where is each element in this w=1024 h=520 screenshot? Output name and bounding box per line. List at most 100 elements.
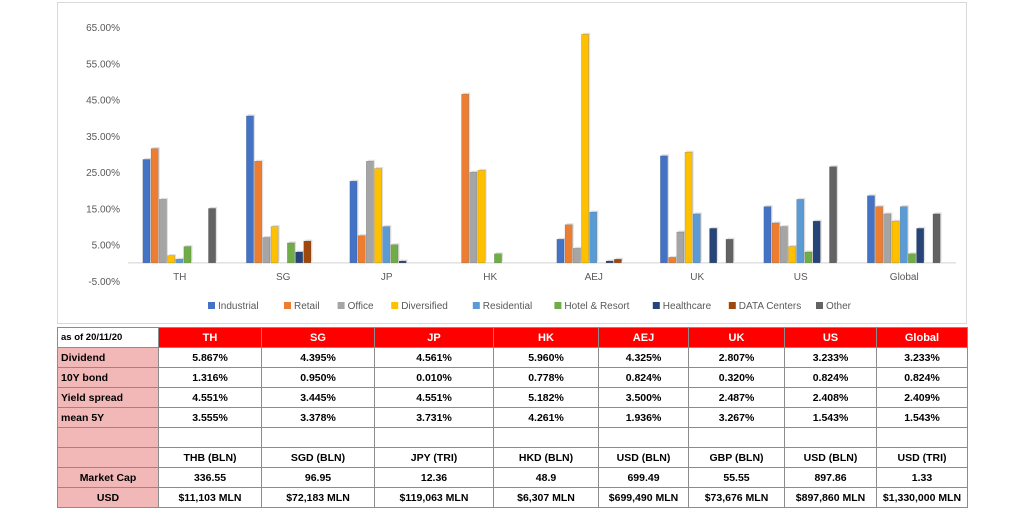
- bar-industrial-th: [142, 159, 151, 264]
- column-header: TH: [158, 327, 262, 348]
- bar-data-centers-aej: [614, 258, 622, 264]
- x-tick-label: SG: [276, 272, 291, 283]
- bar-diversified-us: [788, 246, 796, 264]
- x-tick-label: TH: [173, 272, 186, 283]
- table-cell: USD (TRI): [876, 447, 968, 468]
- table-cell: 1.543%: [876, 407, 968, 428]
- table-cell: 0.950%: [261, 367, 375, 388]
- table-cell: $897,860 MLN: [784, 487, 877, 508]
- bar-retail-global: [875, 206, 883, 264]
- bar-retail-us: [771, 222, 780, 264]
- bar-office-th: [159, 199, 167, 264]
- legend-swatch: [208, 302, 215, 309]
- table-row: THB (BLN) SGD (BLN) JPY (TRI) HKD (BLN) USD …: [57, 447, 968, 468]
- table-cell: 3.233%: [784, 347, 877, 368]
- table-cell: [784, 427, 877, 448]
- table-row: Yield spread 4.551% 3.445% 4.551% 5.182% 3.50…: [57, 387, 968, 408]
- table-cell: [493, 427, 599, 448]
- bar-healthcare-aej: [605, 260, 614, 264]
- table-cell: 4.551%: [158, 387, 262, 408]
- table-cell: $11,103 MLN: [158, 487, 262, 508]
- table-cell: 2.408%: [784, 387, 877, 408]
- bar-retail-jp: [357, 235, 366, 264]
- table-row: Dividend 5.867% 4.395% 4.561% 5.960% 4.325% 2.…: [57, 347, 968, 368]
- table-corner-label: as of 20/11/20: [57, 327, 159, 348]
- bar-data-centers-sg: [303, 240, 312, 264]
- bar-industrial-uk: [660, 155, 668, 264]
- table-cell: 0.010%: [374, 367, 494, 388]
- table-cell: 0.824%: [876, 367, 968, 388]
- table-cell: 1.33: [876, 467, 968, 488]
- table-cell: USD (BLN): [598, 447, 689, 468]
- bar-shadow: [400, 259, 408, 262]
- yield-table: as of 20/11/20 TH SG JP HK AEJ UK US Global Divid…: [57, 327, 968, 508]
- table-cell: [688, 427, 785, 448]
- bar-hotel-resort-sg: [287, 242, 295, 264]
- x-tick-label: HK: [483, 272, 497, 283]
- table-cell: $6,307 MLN: [493, 487, 599, 508]
- bar-office-jp: [366, 161, 374, 264]
- bar-healthcare-global: [916, 228, 924, 264]
- table-header-row: as of 20/11/20 TH SG JP HK AEJ UK US Global: [57, 327, 968, 348]
- legend-swatch: [554, 302, 562, 309]
- table-cell: HKD (BLN): [493, 447, 599, 468]
- legend-label: DATA Centers: [739, 301, 801, 312]
- bar-retail-sg: [254, 161, 263, 264]
- y-tick-label: 55.00%: [86, 59, 120, 70]
- bar-diversified-aej: [581, 34, 589, 264]
- table-cell: 4.261%: [493, 407, 599, 428]
- table-row: [57, 427, 968, 448]
- bar-hotel-resort-jp: [390, 244, 399, 264]
- legend-swatch: [472, 302, 480, 309]
- table-cell: [374, 427, 494, 448]
- bar-retail-aej: [564, 224, 573, 264]
- table-cell: $119,063 MLN: [374, 487, 494, 508]
- bar-residential-th: [175, 258, 184, 264]
- row-label: Market Cap: [57, 467, 159, 488]
- column-header: HK: [493, 327, 599, 348]
- table-cell: [598, 427, 689, 448]
- table-cell: USD (BLN): [784, 447, 877, 468]
- bar-healthcare-sg: [295, 251, 304, 264]
- table-cell: 4.551%: [374, 387, 494, 408]
- bar-office-uk: [676, 231, 685, 264]
- table-cell: 3.555%: [158, 407, 262, 428]
- legend-swatch: [728, 302, 736, 309]
- bar-retail-hk: [461, 93, 469, 264]
- table-row: Market Cap 336.55 96.95 12.36 48.9 699.49 55.5…: [57, 467, 968, 488]
- bar-residential-us: [796, 199, 805, 264]
- table-row: USD $11,103 MLN $72,183 MLN $119,063 MLN $6,…: [57, 487, 968, 508]
- bar-office-sg: [262, 237, 271, 264]
- table-cell: 5.960%: [493, 347, 599, 368]
- table-cell: SGD (BLN): [261, 447, 375, 468]
- table-cell: 2.409%: [876, 387, 968, 408]
- table-cell: 336.55: [158, 467, 262, 488]
- bar-retail-th: [150, 148, 159, 264]
- column-header: UK: [688, 327, 785, 348]
- table-cell: 3.378%: [261, 407, 375, 428]
- bar-healthcare-uk: [709, 228, 717, 264]
- table-cell: 1.316%: [158, 367, 262, 388]
- bar-hotel-resort-th: [183, 246, 192, 264]
- bar-healthcare-us: [812, 220, 821, 264]
- chart-area: 65.00% 55.00% 45.00% 35.00% 25.00% 15.00% 5.00…: [57, 2, 967, 324]
- column-header: SG: [261, 327, 375, 348]
- bar-industrial-sg: [246, 115, 254, 264]
- bar-hotel-resort-global: [908, 253, 916, 264]
- bar-residential-uk: [692, 213, 701, 264]
- legend-swatch: [652, 302, 660, 309]
- row-label: [57, 447, 159, 468]
- x-tick-label: UK: [690, 272, 704, 283]
- table-cell: [261, 427, 375, 448]
- table-cell: 96.95: [261, 467, 375, 488]
- y-tick-label: -5.00%: [88, 277, 120, 288]
- table-cell: [158, 427, 262, 448]
- legend-label: Office: [348, 301, 374, 312]
- legend-label: Healthcare: [663, 301, 712, 312]
- x-tick-label: Global: [890, 272, 919, 283]
- bar-other-th: [208, 208, 216, 264]
- bar-shadow: [607, 259, 615, 262]
- bar-industrial-jp: [349, 180, 358, 264]
- bar-diversified-jp: [374, 168, 382, 264]
- row-label: Yield spread: [57, 387, 159, 408]
